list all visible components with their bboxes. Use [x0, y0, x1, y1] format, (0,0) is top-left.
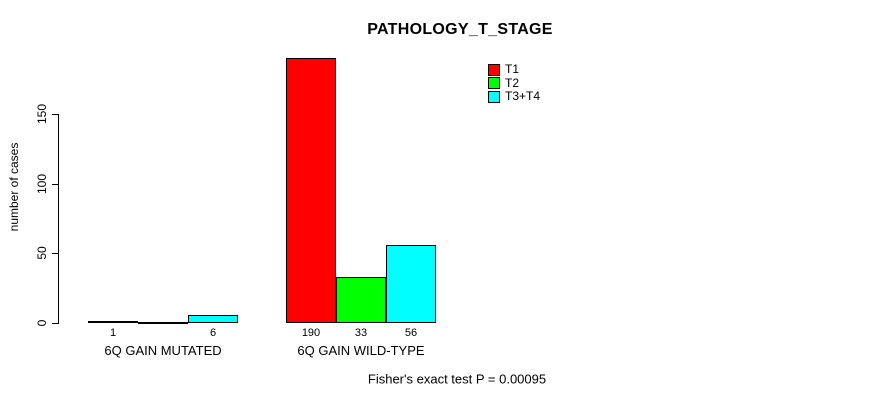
y-axis-tick-label: 150 — [35, 103, 49, 125]
legend-label-t2: T2 — [505, 75, 520, 90]
y-axis-tick-label: 100 — [35, 173, 49, 194]
x-group-label-6q-gain-wild-type: 6Q GAIN WILD-TYPE — [297, 343, 425, 358]
bar-t2-6q-gain-mutated — [138, 322, 188, 324]
bar-t1-6q-gain-wild-type — [286, 58, 336, 323]
legend-item-t2: T2 — [488, 75, 540, 91]
y-axis-tick — [52, 323, 58, 324]
legend-item-t1: T1 — [488, 63, 540, 77]
bar-value-label: 6 — [209, 327, 217, 339]
legend: T1 T2 T3+T4 — [488, 63, 540, 104]
bar-value-label: 1 — [109, 327, 117, 339]
chart-title: PATHOLOGY_T_STAGE — [367, 21, 553, 38]
bar-value-label: 56 — [404, 327, 418, 339]
y-axis-tick — [52, 114, 58, 115]
legend-item-t3-t4: T3+T4 — [488, 90, 540, 104]
bar-t2-6q-gain-wild-type — [336, 277, 386, 323]
y-axis-tick-label: 50 — [35, 246, 49, 261]
bar-t3-t4-6q-gain-wild-type — [386, 245, 436, 323]
y-axis-line — [58, 114, 59, 324]
x-group-label-6q-gain-mutated: 6Q GAIN MUTATED — [104, 343, 222, 358]
legend-swatch-t1 — [488, 63, 500, 76]
y-axis-tick — [52, 253, 58, 255]
legend-label-t1: T1 — [505, 62, 520, 77]
bar-t3-t4-6q-gain-mutated — [188, 315, 238, 323]
bar-t1-6q-gain-mutated — [88, 321, 138, 323]
y-axis-tick — [52, 183, 58, 185]
legend-swatch-t3-t4 — [488, 90, 500, 103]
legend-label-t3-t4: T3+T4 — [505, 89, 541, 104]
stat-annotation: Fisher's exact test P = 0.00095 — [367, 371, 547, 387]
bar-value-label: 190 — [301, 327, 321, 339]
bar-value-label: 33 — [354, 327, 368, 339]
legend-swatch-t2 — [488, 77, 500, 90]
y-axis-tick-label: 0 — [35, 319, 49, 327]
